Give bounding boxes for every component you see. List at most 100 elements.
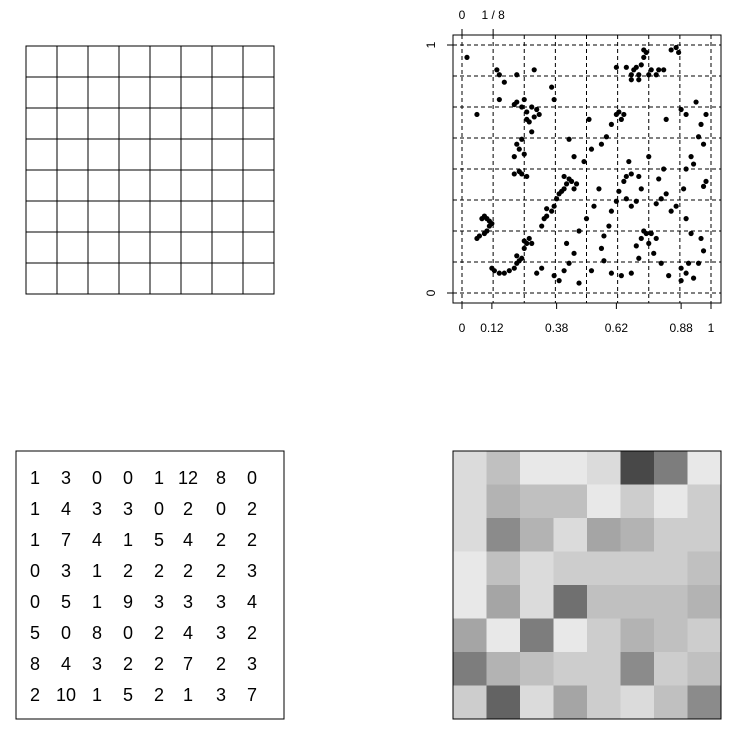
scatter-point <box>598 245 605 251</box>
scatter-point <box>561 268 567 274</box>
scatter-point <box>551 273 557 279</box>
scatter-point <box>638 186 644 192</box>
table-cell-value: 5 <box>30 623 40 643</box>
scatter-point <box>673 203 679 209</box>
table-cell-value: 3 <box>183 592 193 612</box>
y-tick-label: 1 <box>424 41 438 48</box>
heatmap-cell <box>453 551 487 586</box>
scatter-point <box>700 248 707 254</box>
scatter-point <box>519 255 525 261</box>
scatter-point <box>608 208 615 214</box>
scatter-point <box>628 77 634 83</box>
scatter-point <box>551 203 557 209</box>
scatter-point <box>501 79 507 85</box>
scatter-point <box>656 67 662 73</box>
scatter-point <box>516 146 522 152</box>
heatmap-cell <box>687 518 722 552</box>
table-cell-value: 2 <box>247 530 257 550</box>
scatter-point <box>623 173 629 180</box>
table-cell-value: 0 <box>123 468 133 488</box>
table-cell-value: 1 <box>92 592 102 612</box>
scatter-point <box>494 67 500 73</box>
table-cell-value: 0 <box>61 623 71 643</box>
x-tick-label: 0.88 <box>669 321 693 335</box>
x-tick-label: 1 <box>708 321 715 335</box>
scatter-point <box>681 186 687 192</box>
scatter-point <box>651 250 657 256</box>
scatter-point <box>606 223 612 229</box>
scatter-point <box>603 134 610 140</box>
heatmap-cell <box>453 585 487 619</box>
table-cell-value: 4 <box>247 592 257 612</box>
x-tick-label: 0.38 <box>545 321 569 335</box>
heatmap-cell <box>486 652 521 686</box>
heatmap-cell <box>520 451 554 485</box>
scatter-point <box>484 228 490 234</box>
heatmap-cell <box>486 518 521 552</box>
heatmap-cell <box>453 685 487 720</box>
scatter-point <box>616 188 622 194</box>
heatmap-cell <box>654 685 688 720</box>
scatter-point <box>554 196 560 202</box>
scatter-point <box>521 245 527 251</box>
heatmap-cell <box>620 551 655 586</box>
heatmap-cell <box>687 652 722 686</box>
scatter-point <box>628 203 634 209</box>
scatter-point <box>623 196 629 202</box>
scatter-point <box>678 265 684 271</box>
scatter-point <box>633 243 639 249</box>
scatter-point <box>536 111 542 118</box>
table-cell-value: 7 <box>247 685 257 705</box>
scatter-point <box>703 178 709 184</box>
scatter-point <box>668 208 674 214</box>
heatmap-cell <box>553 618 588 653</box>
table-cell-value: 2 <box>183 561 193 581</box>
heatmap-cell <box>520 484 554 519</box>
table-cell-value: 10 <box>56 685 76 705</box>
scatter-point <box>608 270 615 276</box>
heatmap-cell <box>587 451 621 485</box>
heatmap-cell <box>587 551 621 586</box>
heatmap-cell <box>620 685 655 720</box>
scatter-point <box>588 268 595 274</box>
scatter-point <box>521 96 527 103</box>
scatter-point <box>551 96 557 103</box>
scatter-panel: 0 0.12 0.38 0.62 0.88 1 0 1 / 8 0 1 <box>424 8 722 335</box>
scatter-point <box>646 240 652 246</box>
table-cell-value: 3 <box>61 468 71 488</box>
scatter-point <box>521 238 527 244</box>
table-cell-value: 3 <box>92 654 102 674</box>
table-cell-value: 2 <box>30 685 40 705</box>
heatmap-cell <box>587 585 621 619</box>
scatter-point <box>519 136 525 142</box>
scatter-point <box>695 260 702 266</box>
scatter-point <box>663 116 669 122</box>
heatmap-cell <box>620 618 655 653</box>
table-frame <box>15 450 285 720</box>
table-cell-value: 3 <box>216 685 226 705</box>
scatter-point <box>519 104 525 110</box>
scatter-point <box>673 44 679 51</box>
table-cell-value: 8 <box>92 623 102 643</box>
scatter-point <box>608 121 615 127</box>
scatter-point <box>653 201 659 207</box>
heatmap-cell <box>453 518 487 552</box>
scatter-point <box>581 158 587 165</box>
scatter-point <box>653 72 659 78</box>
table-cell-value: 0 <box>216 499 226 519</box>
x-tick-label: 0.12 <box>480 321 504 335</box>
scatter-point <box>521 151 527 157</box>
table-cell-value: 12 <box>178 468 198 488</box>
table-cell-value: 2 <box>183 499 193 519</box>
heatmap-cell <box>553 652 588 686</box>
scatter-point <box>648 67 654 73</box>
scatter-point <box>571 250 577 256</box>
table-cell-value: 4 <box>61 654 71 674</box>
scatter-point <box>658 260 664 266</box>
table-cell-value: 2 <box>154 561 164 581</box>
scatter-point <box>688 154 694 160</box>
scatter-point <box>676 49 682 56</box>
heatmap-cell <box>553 685 588 720</box>
scatter-point <box>626 158 632 165</box>
